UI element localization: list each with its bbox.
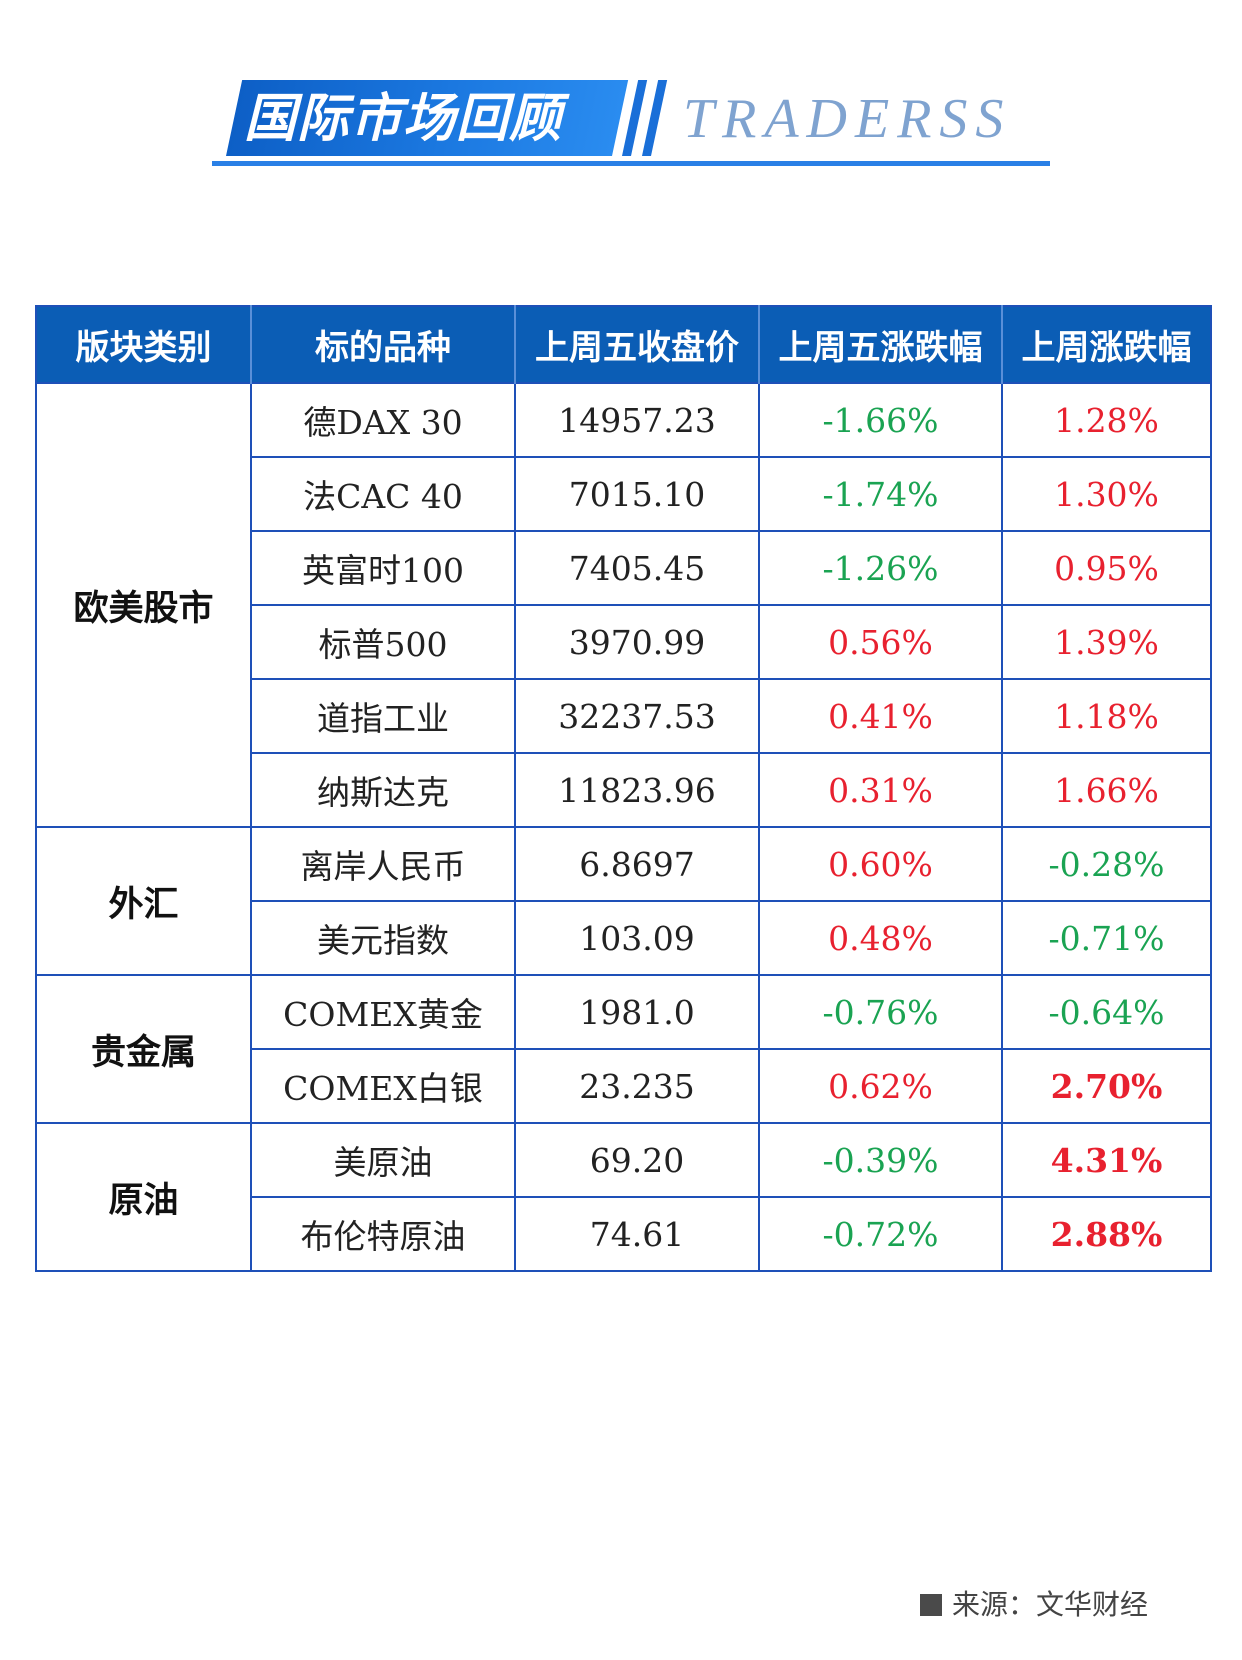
friday-change-cell: -0.76% bbox=[758, 974, 1003, 1050]
table-row: 欧美股市 德DAX 30 14957.23 -1.66% 1.28% bbox=[35, 382, 1212, 828]
weekly-change-cell: 1.66% bbox=[1001, 752, 1212, 828]
table-row: 道指工业 32237.53 0.41% 1.18% bbox=[36, 678, 1212, 754]
category-cell: 原油 bbox=[35, 1122, 252, 1272]
table-row: 外汇 离岸人民币 6.8697 0.60% -0.28% bbox=[35, 826, 1212, 976]
instrument-cell: COMEX黄金 bbox=[250, 974, 516, 1050]
header-weekly-change: 上周涨跌幅 bbox=[1002, 306, 1211, 383]
weekly-change-cell: 1.39% bbox=[1001, 604, 1212, 680]
category-cell: 欧美股市 bbox=[35, 382, 252, 828]
table-row: 原油 美原油 69.20 -0.39% 4.31% bbox=[35, 1122, 1212, 1272]
friday-change-cell: 0.48% bbox=[758, 900, 1003, 976]
weekly-change-cell: -0.28% bbox=[1001, 826, 1212, 902]
instrument-cell: 法CAC 40 bbox=[250, 456, 516, 532]
table-row: 纳斯达克 11823.96 0.31% 1.66% bbox=[36, 752, 1212, 828]
close-price-cell: 6.8697 bbox=[514, 826, 760, 902]
close-price-cell: 74.61 bbox=[514, 1196, 760, 1272]
instrument-cell: 离岸人民币 bbox=[250, 826, 516, 902]
table-row: COMEX白银 23.235 0.62% 2.70% bbox=[36, 1048, 1212, 1124]
instrument-cell: 美原油 bbox=[250, 1122, 516, 1198]
weekly-change-cell: -0.64% bbox=[1001, 974, 1212, 1050]
table-row: 布伦特原油 74.61 -0.72% 2.88% bbox=[36, 1196, 1212, 1272]
close-price-cell: 14957.23 bbox=[514, 382, 760, 458]
table-header-row: 版块类别 标的品种 上周五收盘价 上周五涨跌幅 上周涨跌幅 bbox=[36, 306, 1211, 383]
header-friday-close: 上周五收盘价 bbox=[515, 306, 760, 383]
banner-brand: TRADERSS bbox=[683, 88, 1012, 150]
instrument-cell: 美元指数 bbox=[250, 900, 516, 976]
friday-change-cell: -1.26% bbox=[758, 530, 1003, 606]
close-price-cell: 103.09 bbox=[514, 900, 760, 976]
close-price-cell: 23.235 bbox=[514, 1048, 760, 1124]
close-price-cell: 11823.96 bbox=[514, 752, 760, 828]
instrument-cell: 德DAX 30 bbox=[250, 382, 516, 458]
table-row: 标普500 3970.99 0.56% 1.39% bbox=[36, 604, 1212, 680]
friday-change-cell: 0.62% bbox=[758, 1048, 1003, 1124]
weekly-change-cell: 1.30% bbox=[1001, 456, 1212, 532]
weekly-change-cell: -0.71% bbox=[1001, 900, 1212, 976]
instrument-cell: COMEX白银 bbox=[250, 1048, 516, 1124]
table-row: 英富时100 7405.45 -1.26% 0.95% bbox=[36, 530, 1212, 606]
close-price-cell: 69.20 bbox=[514, 1122, 760, 1198]
banner-slash-decoration bbox=[642, 80, 668, 156]
friday-change-cell: -0.39% bbox=[758, 1122, 1003, 1198]
instrument-cell: 布伦特原油 bbox=[250, 1196, 516, 1272]
friday-change-cell: 0.41% bbox=[758, 678, 1003, 754]
table-row: 美元指数 103.09 0.48% -0.71% bbox=[36, 900, 1212, 976]
friday-change-cell: -0.72% bbox=[758, 1196, 1003, 1272]
header-friday-change: 上周五涨跌幅 bbox=[759, 306, 1003, 383]
friday-change-cell: 0.31% bbox=[758, 752, 1003, 828]
square-bullet-icon bbox=[920, 1594, 942, 1616]
banner: 国际市场回顾 TRADERSS bbox=[0, 0, 1242, 180]
category-cell: 贵金属 bbox=[35, 974, 252, 1124]
header-instrument: 标的品种 bbox=[251, 306, 516, 383]
weekly-change-cell: 0.95% bbox=[1001, 530, 1212, 606]
close-price-cell: 7015.10 bbox=[514, 456, 760, 532]
weekly-change-cell: 1.18% bbox=[1001, 678, 1212, 754]
friday-change-cell: 0.60% bbox=[758, 826, 1003, 902]
instrument-cell: 标普500 bbox=[250, 604, 516, 680]
header-category: 版块类别 bbox=[36, 306, 252, 383]
instrument-cell: 道指工业 bbox=[250, 678, 516, 754]
market-review-table: 版块类别 标的品种 上周五收盘价 上周五涨跌幅 上周涨跌幅 欧美股市 德DAX … bbox=[35, 305, 1212, 1272]
instrument-cell: 纳斯达克 bbox=[250, 752, 516, 828]
category-cell: 外汇 bbox=[35, 826, 252, 976]
source-text: 来源：文华财经 bbox=[952, 1588, 1149, 1621]
close-price-cell: 7405.45 bbox=[514, 530, 760, 606]
weekly-change-cell: 4.31% bbox=[1001, 1122, 1212, 1198]
close-price-cell: 1981.0 bbox=[514, 974, 760, 1050]
banner-title: 国际市场回顾 bbox=[244, 89, 563, 149]
weekly-change-cell: 1.28% bbox=[1001, 382, 1212, 458]
friday-change-cell: 0.56% bbox=[758, 604, 1003, 680]
table-row: 法CAC 40 7015.10 -1.74% 1.30% bbox=[36, 456, 1212, 532]
close-price-cell: 32237.53 bbox=[514, 678, 760, 754]
friday-change-cell: -1.66% bbox=[758, 382, 1003, 458]
instrument-cell: 英富时100 bbox=[250, 530, 516, 606]
source-note: 来源：文华财经 bbox=[920, 1585, 1148, 1625]
friday-change-cell: -1.74% bbox=[758, 456, 1003, 532]
close-price-cell: 3970.99 bbox=[514, 604, 760, 680]
table-row: 贵金属 COMEX黄金 1981.0 -0.76% -0.64% bbox=[35, 974, 1212, 1124]
weekly-change-cell: 2.70% bbox=[1001, 1048, 1212, 1124]
banner-underline bbox=[212, 161, 1050, 166]
weekly-change-cell: 2.88% bbox=[1001, 1196, 1212, 1272]
